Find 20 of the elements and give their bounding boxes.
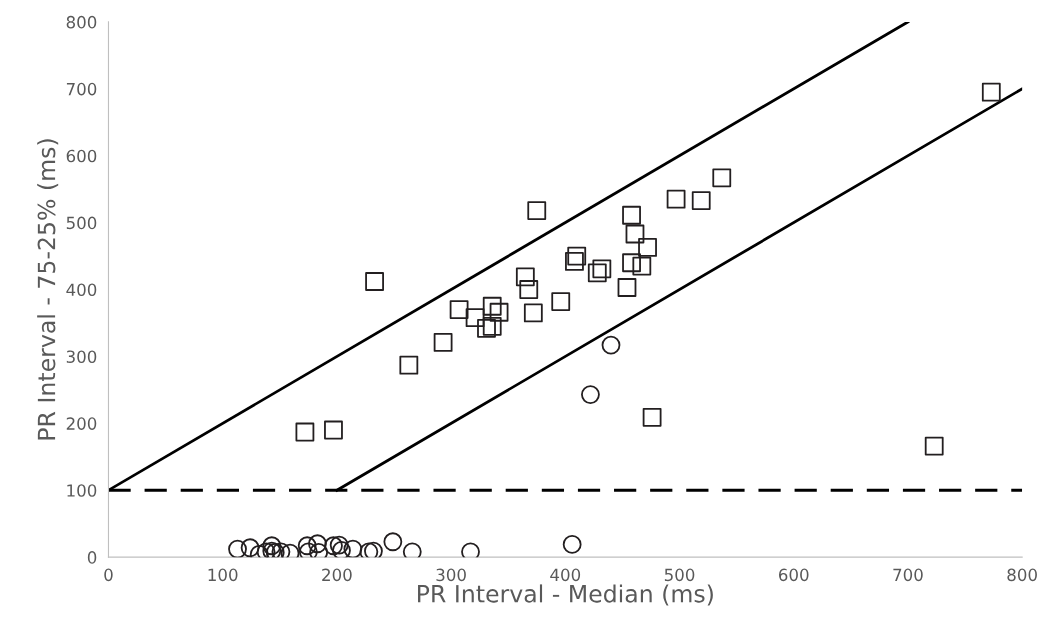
y-tick-label: 0 xyxy=(87,551,97,564)
x-tick-label: 200 xyxy=(322,568,352,582)
x-tick-label: 100 xyxy=(208,568,238,582)
y-tick-label: 100 xyxy=(67,484,97,497)
x-tick-label: 0 xyxy=(104,568,113,582)
y-axis-title: PR Interval - 75-25% (ms) xyxy=(37,139,59,440)
y-tick-label: 300 xyxy=(66,350,97,363)
y-tick-label: 700 xyxy=(66,82,97,96)
x-tick-label: 800 xyxy=(1007,568,1037,582)
x-tick-label: 400 xyxy=(550,568,581,582)
y-tick-label: 200 xyxy=(66,417,97,430)
y-tick-label: 500 xyxy=(66,216,97,230)
x-tick-label: 300 xyxy=(436,568,466,582)
y-tick-label: 800 xyxy=(66,15,97,29)
y-tick-label: 600 xyxy=(66,149,97,163)
x-axis-title: PR Interval - Median (ms) xyxy=(418,584,713,606)
x-tick-label: 600 xyxy=(778,568,809,582)
x-tick-label: 500 xyxy=(664,568,695,582)
x-tick-label: 700 xyxy=(893,568,923,582)
y-tick-label: 400 xyxy=(66,283,97,297)
